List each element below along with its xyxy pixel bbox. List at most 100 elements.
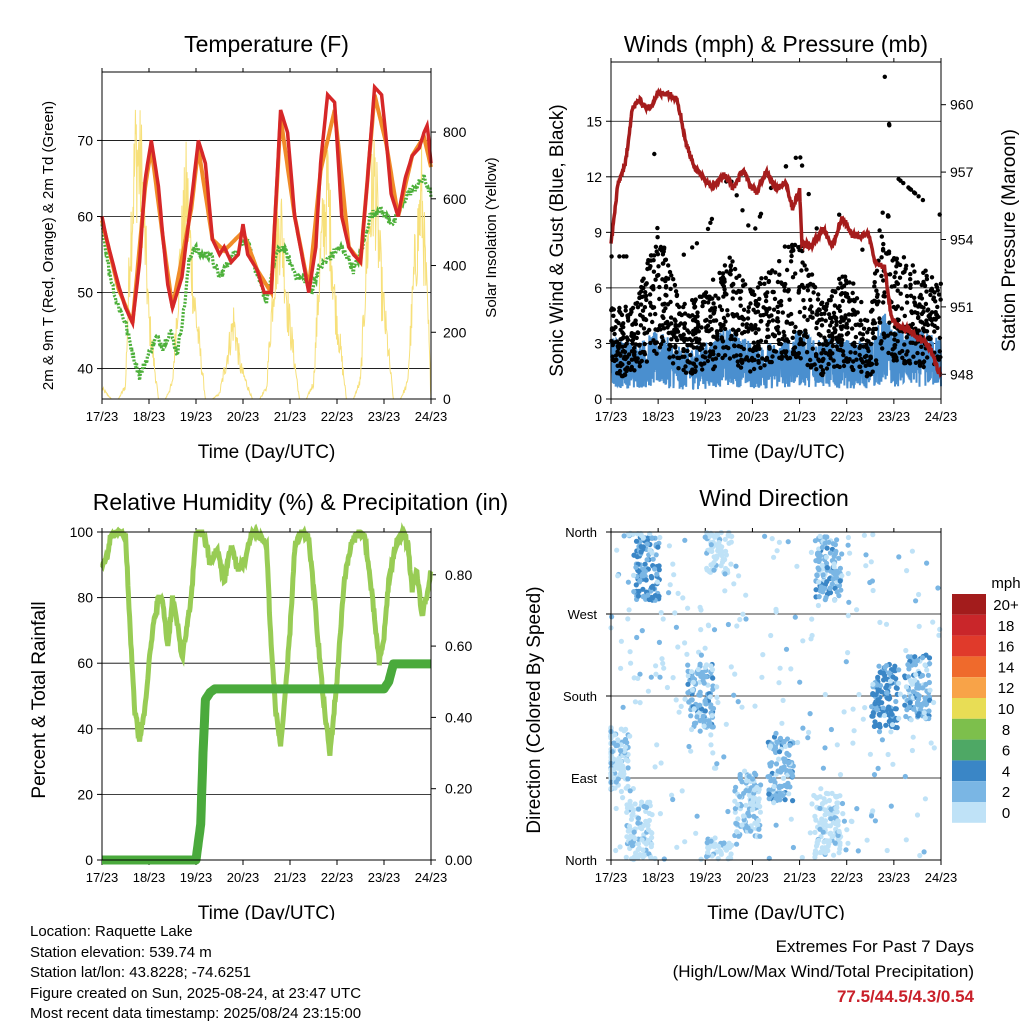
direction-point: [786, 791, 792, 797]
direction-point: [832, 597, 838, 603]
gust-point: [690, 313, 695, 318]
y2-tick-label: 400: [443, 258, 467, 274]
direction-point: [913, 672, 919, 678]
direction-point: [903, 837, 909, 843]
gust-point: [700, 303, 705, 309]
gust-point: [881, 300, 886, 305]
direction-point: [809, 801, 815, 807]
gust-point: [894, 264, 899, 269]
gust-point: [783, 350, 788, 356]
gust-point: [702, 300, 707, 305]
gust-point: [780, 336, 785, 342]
gust-point: [638, 302, 644, 307]
direction-point: [709, 724, 715, 730]
direction-point: [767, 763, 773, 769]
gust-point: [828, 323, 833, 328]
direction-point: [688, 748, 694, 754]
direction-point: [834, 809, 840, 815]
direction-point: [728, 855, 734, 861]
direction-point: [615, 765, 621, 771]
direction-point: [633, 582, 639, 588]
direction-point: [716, 540, 722, 546]
gust-point: [768, 270, 773, 276]
gust-point: [638, 312, 643, 318]
direction-point: [653, 552, 659, 558]
gust-point: [897, 275, 903, 280]
direction-point: [877, 619, 883, 626]
gust-point: [771, 289, 776, 295]
gust-point: [859, 337, 864, 342]
direction-point: [888, 803, 894, 809]
gust-point: [840, 298, 845, 304]
direction-point: [633, 538, 640, 544]
gust-point: [681, 349, 686, 354]
gust-point: [900, 270, 906, 275]
gust-point: [886, 350, 891, 356]
gust-point: [817, 341, 822, 347]
direction-point: [800, 638, 806, 644]
direction-point: [745, 810, 751, 816]
gust-point: [901, 255, 907, 260]
gust-point: [699, 346, 705, 351]
gust-point: [655, 225, 660, 231]
gust-point: [925, 355, 930, 360]
gust-point: [689, 338, 695, 343]
direction-point: [722, 571, 728, 577]
gust-point: [746, 309, 751, 314]
direction-point: [774, 739, 780, 745]
gust-point: [663, 278, 668, 284]
gust-point: [834, 322, 839, 327]
direction-point: [787, 784, 793, 790]
gust-point: [740, 322, 745, 327]
direction-point: [742, 768, 748, 774]
gust-point: [637, 342, 642, 347]
direction-point: [845, 570, 851, 577]
gust-point: [757, 280, 762, 286]
gust-point: [635, 300, 640, 306]
gust-point: [685, 348, 690, 354]
gust-point: [849, 298, 854, 303]
direction-point: [780, 697, 786, 704]
direction-point: [812, 854, 818, 860]
gust-point: [788, 259, 794, 264]
direction-point: [907, 677, 914, 684]
gust-point: [618, 353, 623, 358]
direction-point: [637, 700, 643, 706]
gust-point: [802, 314, 807, 319]
direction-point: [732, 798, 738, 804]
y-tick-label: 0: [594, 391, 602, 407]
gust-point: [620, 373, 626, 379]
direction-point: [845, 534, 852, 541]
gust-point: [723, 319, 728, 324]
gust-point: [647, 292, 653, 297]
gust-point: [918, 292, 923, 298]
direction-point: [705, 849, 711, 855]
gust-point: [898, 291, 903, 296]
direction-point: [790, 798, 796, 804]
direction-point: [811, 792, 817, 799]
gust-point: [629, 338, 635, 343]
direction-point: [773, 792, 779, 799]
gust-point: [785, 289, 791, 294]
gust-point: [724, 292, 729, 297]
gust-point: [748, 369, 753, 374]
gust-point: [731, 289, 736, 294]
direction-point: [912, 654, 918, 660]
direction-point: [768, 778, 774, 784]
gust-point: [621, 321, 626, 326]
gust-point: [831, 358, 836, 363]
direction-point: [782, 797, 788, 803]
direction-point: [784, 751, 790, 757]
direction-point: [709, 562, 715, 568]
direction-point: [659, 656, 665, 662]
gust-point: [753, 330, 758, 336]
gust-point: [708, 319, 713, 324]
gust-point: [852, 344, 857, 349]
direction-point: [714, 533, 721, 539]
gust-point: [618, 361, 623, 366]
direction-point: [728, 664, 734, 670]
gust-point: [695, 310, 700, 315]
direction-point: [704, 567, 710, 573]
gust-point: [874, 361, 879, 366]
gust-point: [908, 282, 913, 287]
